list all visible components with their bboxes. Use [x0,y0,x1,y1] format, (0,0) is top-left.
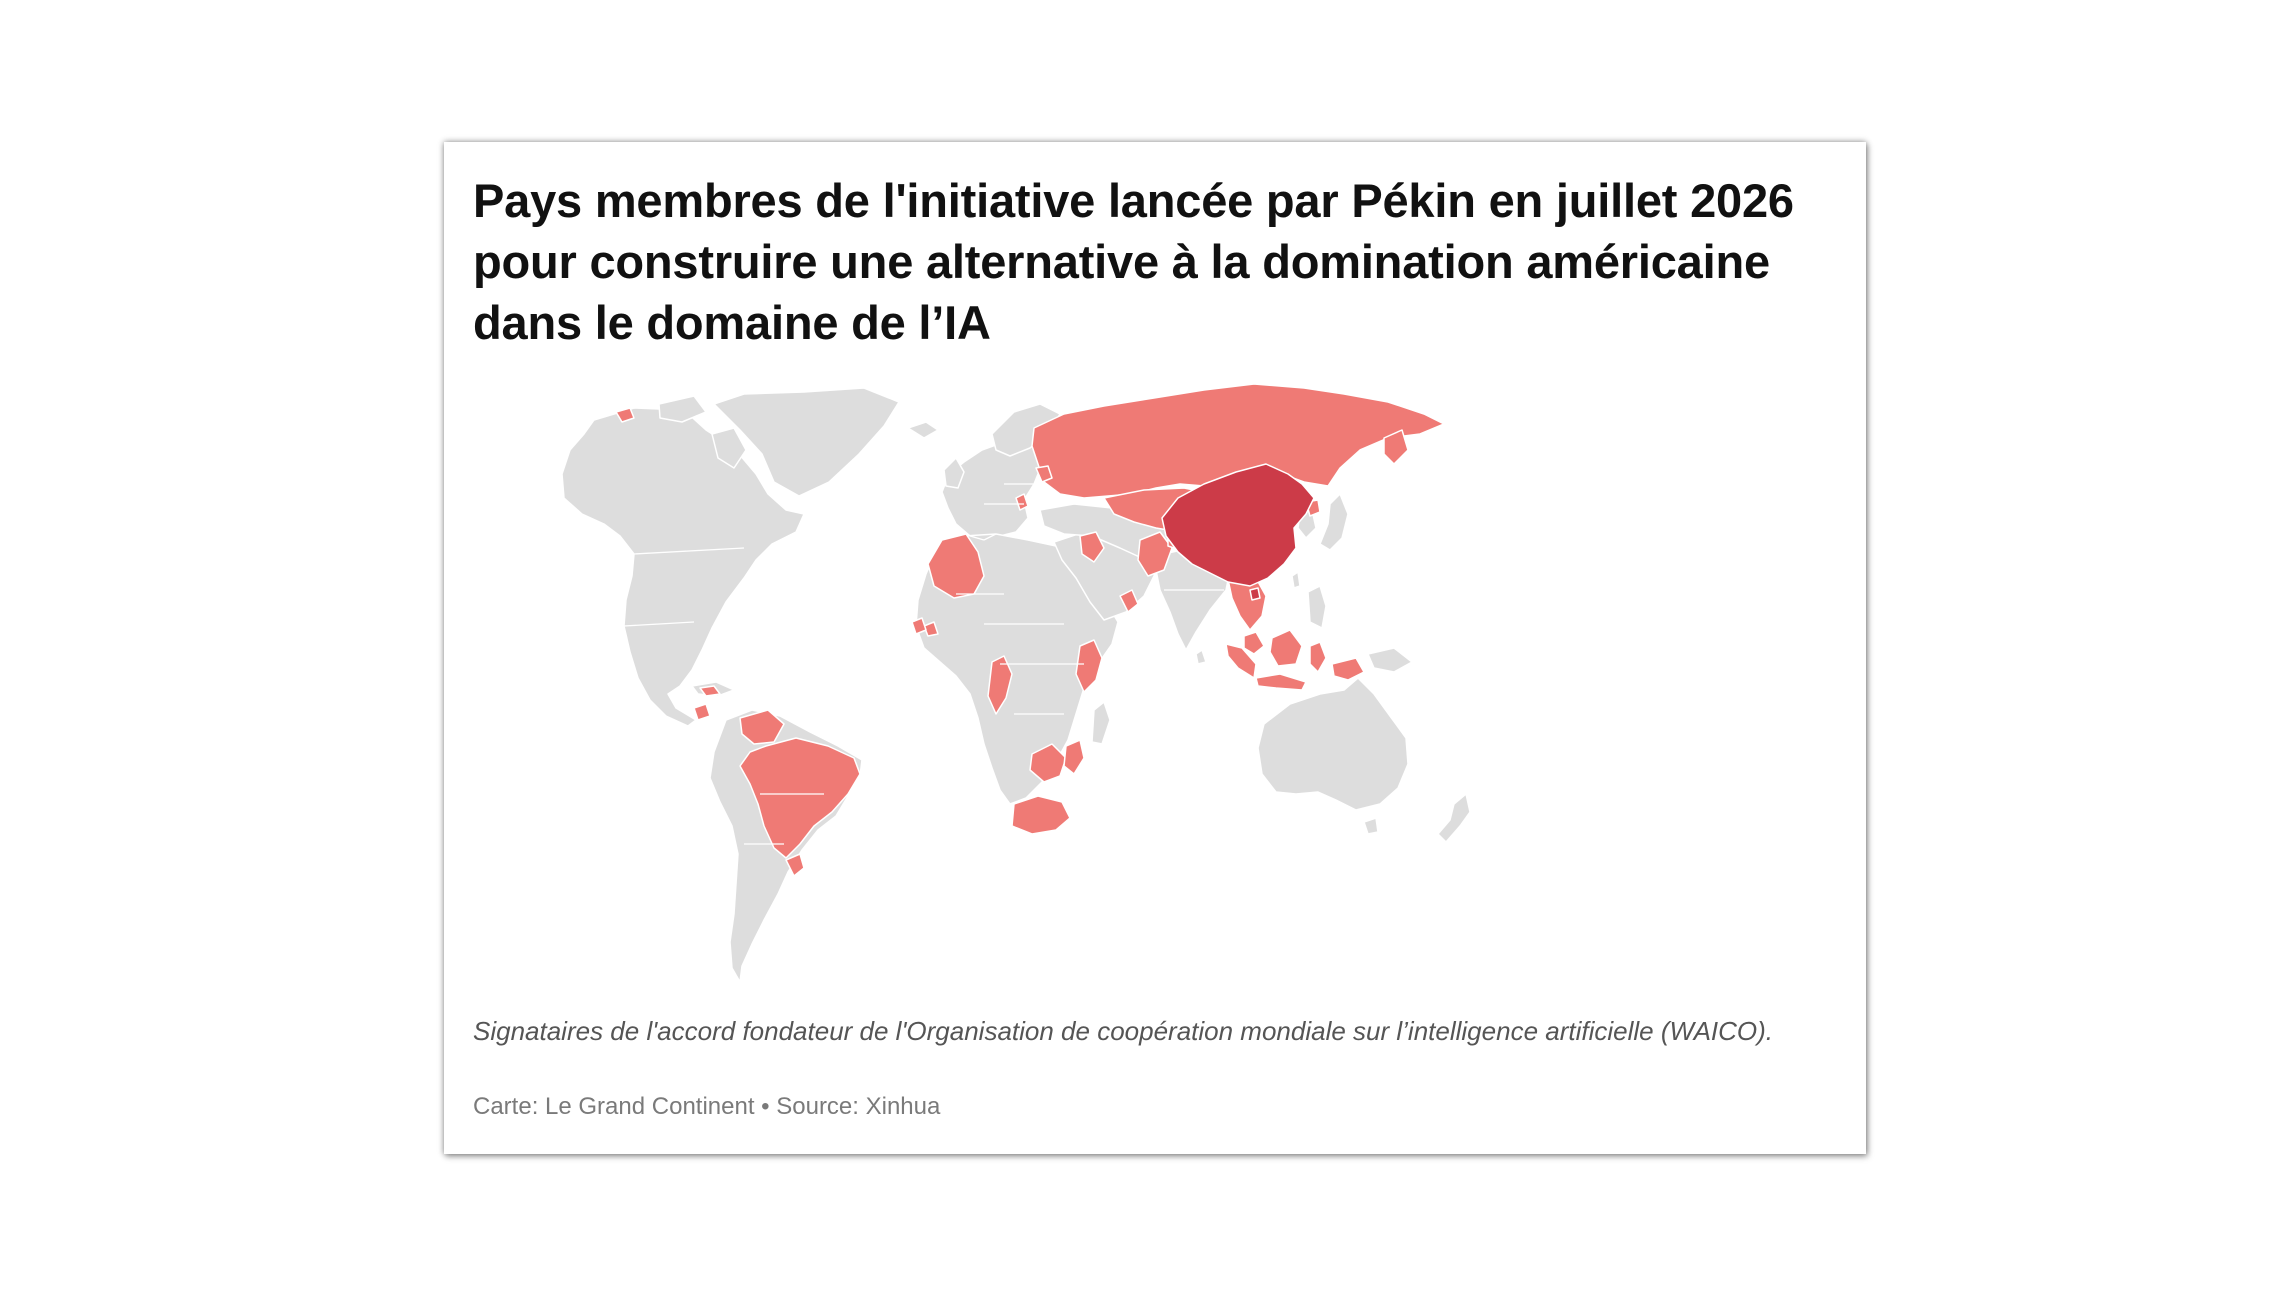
country-oman [1119,589,1139,613]
land-sri-lanka [1195,649,1207,665]
country-china-hainan [1249,587,1261,601]
land-iceland [907,421,939,439]
land-tasmania [1363,817,1379,835]
host-layer [1161,463,1315,601]
land-japan [1319,493,1349,551]
country-malaysia [1243,631,1265,655]
map-card: Pays membres de l'initiative lancée par … [444,142,1866,1154]
country-indonesia-borneo [1269,629,1303,667]
land-greenland [713,387,900,497]
country-indonesia-java [1255,673,1307,691]
country-senegal [911,617,927,635]
country-uruguay [785,853,805,877]
land-madagascar [1091,701,1111,745]
country-eastern-europe [1035,465,1053,483]
land-north-america [561,407,805,727]
map-credits: Carte: Le Grand Continent • Source: Xinh… [473,1093,941,1120]
land-philippines [1307,585,1327,629]
member-layer [615,383,1445,877]
land-british-isles [943,457,965,489]
country-russia-kamchatka [1383,429,1409,465]
map-caption: Signataires de l'accord fondateur de l'O… [473,1016,1774,1046]
country-russia [1031,383,1445,499]
country-brazil [739,737,861,859]
country-south-africa [1011,795,1071,835]
country-cuba [699,685,721,697]
country-pakistan [1137,531,1173,577]
country-arctic-member [615,407,635,423]
country-central-america [693,703,711,721]
map-title: Pays membres de l'initiative lancée par … [473,174,1794,349]
country-mozambique [1063,739,1085,775]
country-west-central-africa [987,655,1013,715]
country-middle-east [1079,531,1105,563]
country-north-africa [923,621,939,637]
land-australia [1257,677,1409,811]
country-east-africa [1075,639,1103,693]
land-taiwan [1291,571,1301,589]
border-lines [623,483,1224,845]
world-map [561,383,1471,983]
land-arctic-islands [658,395,707,423]
country-indonesia-east [1331,657,1365,681]
land-papua [1367,647,1413,673]
country-china [1161,463,1315,587]
land-baffin-island [711,427,747,469]
country-indonesia-sumatra [1225,643,1257,679]
country-southern-africa-mid [1029,743,1067,783]
land-new-zealand [1437,793,1471,843]
country-venezuela [739,709,785,745]
country-serbia [1015,493,1029,511]
country-indonesia-sulawesi [1309,641,1327,673]
